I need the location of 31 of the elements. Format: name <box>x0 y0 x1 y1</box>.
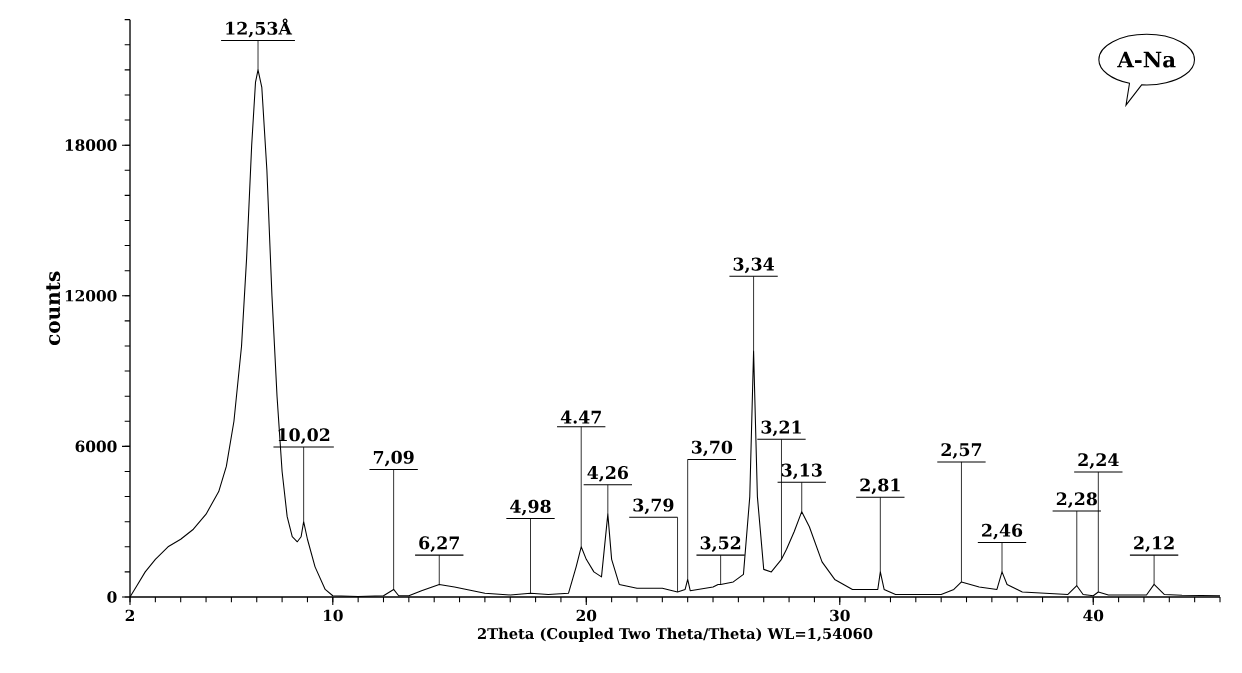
annotation: 7,09 <box>373 450 414 467</box>
annotation: 4.47 <box>560 410 601 424</box>
annotation: 2,46 <box>982 523 1023 540</box>
y-tick-label: 6000 <box>75 440 117 453</box>
annotation: 12,53Å <box>226 18 293 38</box>
x-tick-label: 30 <box>830 609 850 622</box>
annotation: 2,28 <box>1056 492 1097 508</box>
annotation: 6,27 <box>419 536 459 553</box>
annotation: 3,52 <box>700 536 741 553</box>
annotation: 3,79 <box>633 498 674 515</box>
y-tick-label: 18000 <box>65 139 117 151</box>
annotation: 2,81 <box>860 478 900 495</box>
annotation: 3,34 <box>733 257 774 274</box>
y-axis-title: counts <box>46 271 61 346</box>
x-tick-label: 10 <box>323 609 343 622</box>
x-tick-label: 20 <box>576 609 597 622</box>
x-tick-label: 2 <box>125 609 134 622</box>
x-tick-label: 40 <box>1083 609 1104 622</box>
annotation: 4,98 <box>510 499 551 516</box>
annotation: 3,13 <box>781 463 822 480</box>
y-tick-label: 12000 <box>65 289 117 302</box>
annotation: 2,12 <box>1134 536 1174 553</box>
annotation: 3,21 <box>761 420 801 437</box>
annotation: 2,24 <box>1078 453 1119 469</box>
y-tick-label: 0 <box>107 591 117 603</box>
annotation: 2,57 <box>941 443 982 459</box>
annotation: 10,02 <box>278 428 330 444</box>
x-axis-title: 2Theta (Coupled Two Theta/Theta) WL=1,54060 <box>477 627 873 642</box>
annotation: 4,26 <box>587 466 629 482</box>
annotation: 3,70 <box>691 440 733 457</box>
annotation: A-Na <box>1117 51 1176 68</box>
